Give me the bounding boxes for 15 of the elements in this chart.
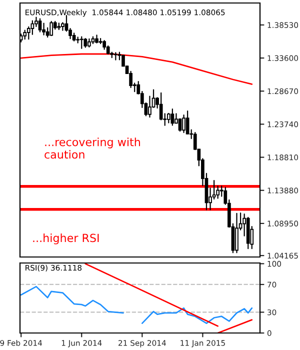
candlestick bbox=[166, 112, 170, 124]
candlestick bbox=[186, 110, 190, 134]
candlestick bbox=[42, 22, 46, 36]
candlestick bbox=[50, 20, 54, 36]
candlestick bbox=[114, 52, 118, 60]
candlestick bbox=[235, 212, 238, 254]
annotation: ...higher RSI bbox=[33, 234, 99, 244]
candlestick bbox=[182, 114, 186, 134]
candlestick bbox=[80, 36, 84, 49]
candlestick bbox=[178, 118, 182, 132]
candlestick bbox=[30, 20, 34, 35]
annotation: ...recovering with caution bbox=[44, 138, 140, 159]
candlestick bbox=[38, 18, 42, 32]
candlestick bbox=[170, 108, 174, 126]
line-series bbox=[20, 53, 253, 85]
